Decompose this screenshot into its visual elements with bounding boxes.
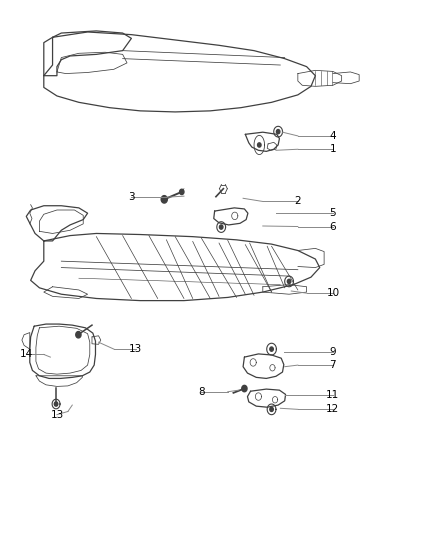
Polygon shape [270,347,273,351]
Text: 11: 11 [326,391,339,400]
Polygon shape [219,225,223,229]
Text: 10: 10 [326,288,339,298]
Polygon shape [180,189,184,195]
Text: 13: 13 [129,344,142,354]
Text: 13: 13 [50,410,64,419]
Text: 2: 2 [294,197,301,206]
Text: 1: 1 [329,144,336,154]
Polygon shape [54,402,58,406]
Polygon shape [287,279,291,284]
Text: 6: 6 [329,222,336,231]
Polygon shape [258,143,261,147]
Polygon shape [276,130,280,134]
Polygon shape [242,385,247,392]
Text: 5: 5 [329,208,336,218]
Text: 12: 12 [326,405,339,414]
Text: 14: 14 [20,350,33,359]
Text: 7: 7 [329,360,336,370]
Text: 8: 8 [198,387,205,397]
Polygon shape [161,196,167,203]
Text: 4: 4 [329,131,336,141]
Polygon shape [76,332,81,338]
Polygon shape [270,407,273,411]
Text: 3: 3 [128,192,135,202]
Text: 9: 9 [329,347,336,357]
